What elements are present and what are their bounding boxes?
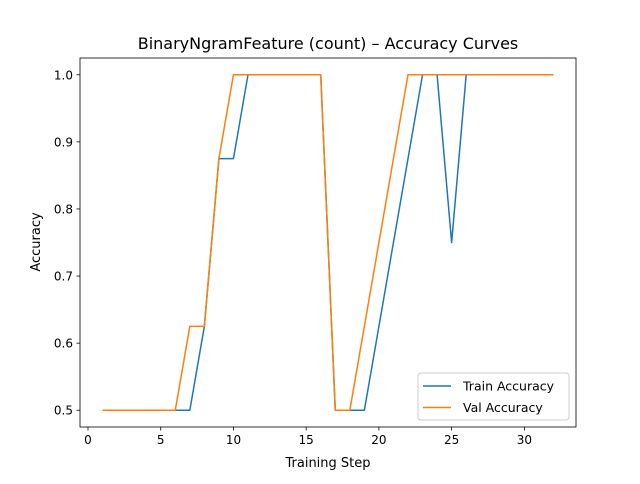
axes: 0 5 10 15 20 25 30 0.5 0.6 0.7 0.8 0.9 1.0 — [54, 57, 577, 447]
legend: Train Accuracy Val Accuracy — [417, 372, 570, 421]
x-axis-label: Training Step — [284, 456, 370, 471]
x-tick-label: 30 — [517, 433, 532, 447]
y-tick-label: 1.0 — [54, 68, 73, 82]
series-line-val — [102, 74, 554, 411]
plot-content — [102, 74, 554, 411]
x-tick-label: 5 — [157, 433, 165, 447]
y-tick-label: 0.9 — [54, 135, 73, 149]
y-axis-label: Accuracy — [29, 212, 44, 272]
x-tick-label: 15 — [299, 433, 314, 447]
chart-title: BinaryNgramFeature (count) – Accuracy Cu… — [138, 34, 519, 53]
legend-label-val: Val Accuracy — [463, 400, 543, 415]
y-tick-label: 0.7 — [54, 270, 73, 284]
y-tick-label: 0.5 — [54, 404, 73, 418]
x-tick-label: 25 — [444, 433, 459, 447]
x-tick-label: 0 — [84, 433, 92, 447]
y-tick-label: 0.6 — [54, 337, 73, 351]
plot-frame — [79, 57, 577, 428]
legend-label-train: Train Accuracy — [462, 379, 555, 394]
legend-box — [417, 372, 570, 421]
y-tick-label: 0.8 — [54, 202, 73, 216]
x-tick-label: 10 — [226, 433, 241, 447]
x-tick-label: 20 — [371, 433, 386, 447]
